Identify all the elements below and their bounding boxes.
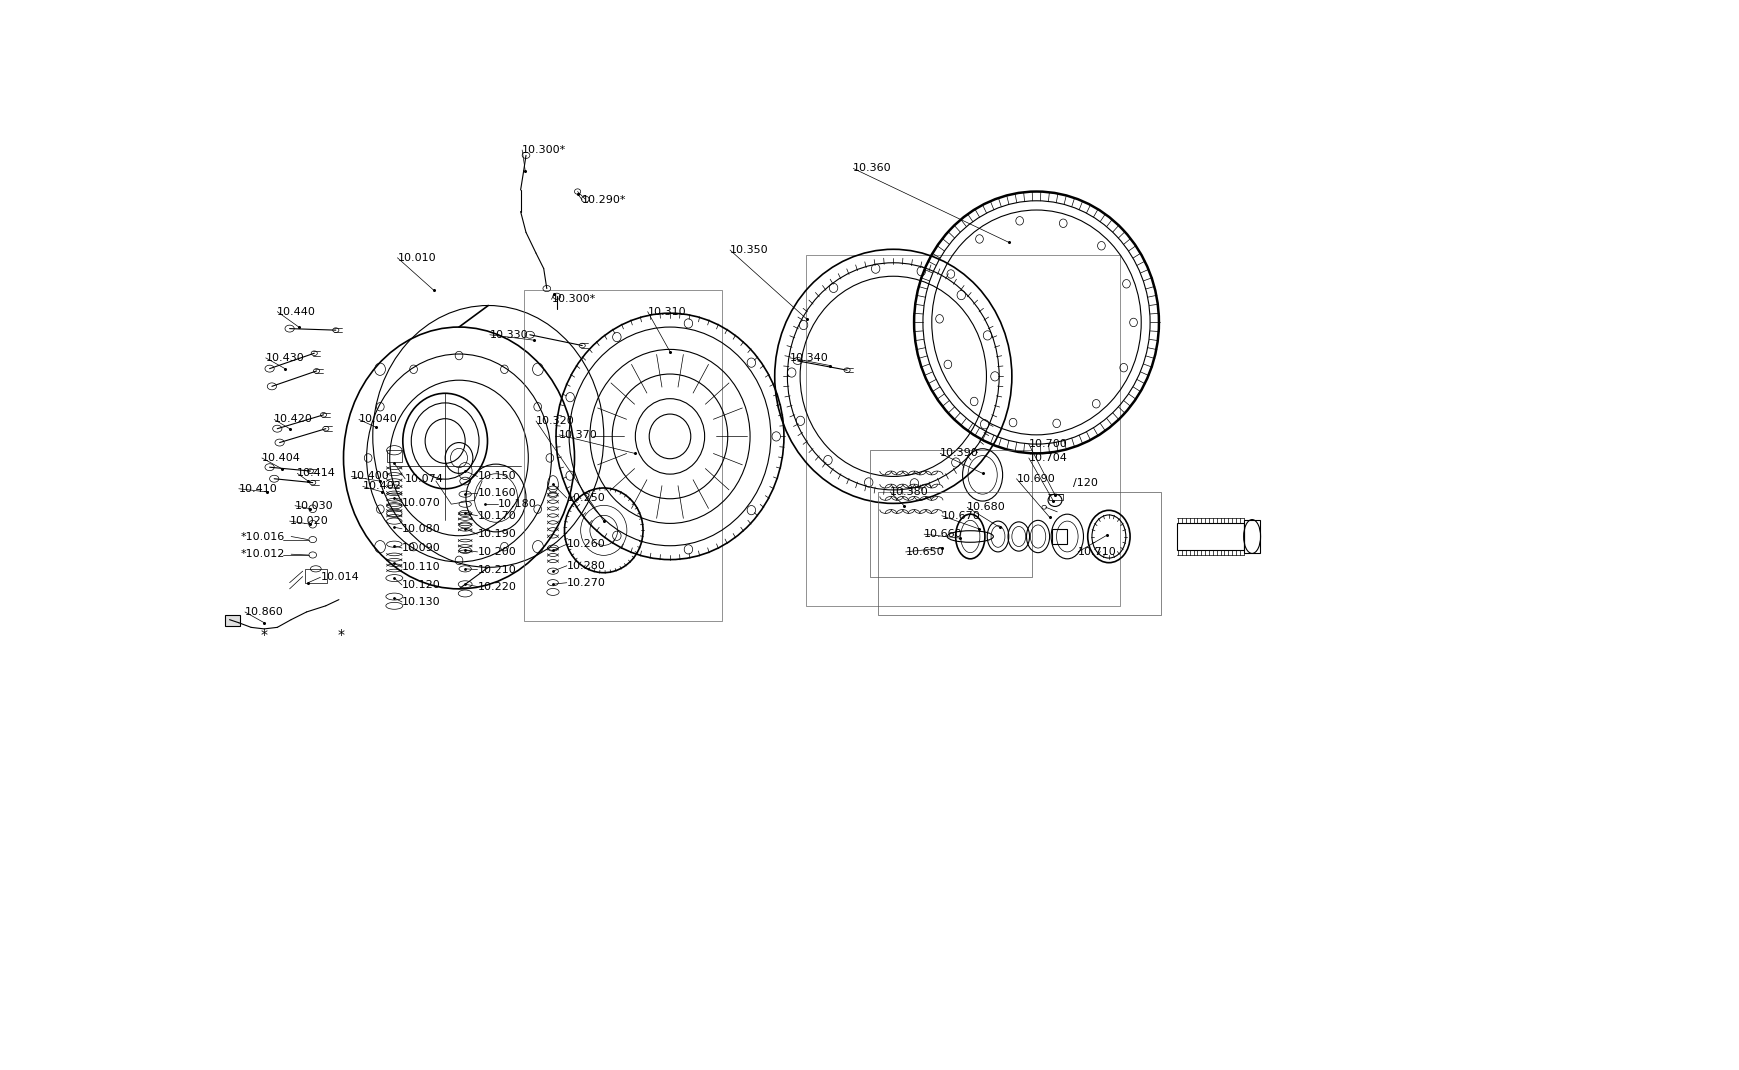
Text: 10.080: 10.080	[402, 524, 440, 534]
Text: 10.210: 10.210	[476, 565, 516, 575]
Text: 10.370: 10.370	[558, 430, 598, 440]
Text: 10.040: 10.040	[358, 414, 398, 425]
Text: /120: /120	[1071, 477, 1097, 488]
Text: 10.860: 10.860	[245, 607, 283, 617]
Text: 10.200: 10.200	[476, 547, 516, 556]
Bar	[1243, 520, 1259, 553]
Text: 10.340: 10.340	[790, 353, 828, 363]
Text: *10.012: *10.012	[242, 549, 285, 560]
Bar	[304, 569, 327, 583]
Text: 10.014: 10.014	[320, 572, 358, 582]
Text: 10.130: 10.130	[402, 597, 440, 607]
Text: 10.090: 10.090	[402, 544, 440, 553]
Text: 10.330: 10.330	[490, 330, 529, 340]
Text: 10.300*: 10.300*	[551, 294, 595, 304]
Text: 10.414: 10.414	[297, 469, 336, 478]
Text: 10.320: 10.320	[536, 416, 574, 426]
Text: *: *	[261, 628, 268, 642]
Text: 10.410: 10.410	[238, 484, 278, 493]
Text: 10.030: 10.030	[296, 501, 334, 510]
Text: 10.190: 10.190	[476, 530, 516, 539]
Bar	[386, 450, 402, 462]
Text: 10.260: 10.260	[567, 539, 605, 549]
Bar	[1049, 494, 1063, 501]
Text: 10.070: 10.070	[402, 498, 440, 507]
Text: 10.150: 10.150	[476, 472, 516, 482]
Text: 10.400: 10.400	[351, 472, 390, 482]
Text: 10.110: 10.110	[402, 563, 440, 572]
Text: 10.280: 10.280	[567, 561, 605, 570]
Text: 10.250: 10.250	[567, 493, 605, 503]
Text: 10.290*: 10.290*	[583, 195, 626, 205]
Text: 10.700: 10.700	[1028, 439, 1068, 449]
Text: 10.180: 10.180	[497, 500, 536, 509]
Text: 10.670: 10.670	[941, 510, 981, 521]
Text: 10.440: 10.440	[277, 307, 316, 317]
Text: 10.300*: 10.300*	[522, 144, 567, 155]
Bar	[870, 450, 1031, 578]
Bar	[1052, 529, 1066, 545]
Text: 10.390: 10.390	[939, 448, 979, 458]
Text: 10.120: 10.120	[402, 580, 440, 590]
Text: 10.270: 10.270	[567, 578, 605, 587]
Text: 10.650: 10.650	[904, 547, 944, 556]
Text: 10.660: 10.660	[923, 530, 962, 539]
Text: 10.420: 10.420	[275, 414, 313, 425]
Text: 10.430: 10.430	[266, 353, 304, 363]
Text: 10.704: 10.704	[1028, 453, 1068, 463]
Text: 10.710: 10.710	[1078, 547, 1116, 556]
Text: 10.074: 10.074	[405, 474, 443, 484]
Text: 10.020: 10.020	[289, 516, 329, 526]
Text: 10.360: 10.360	[852, 164, 892, 173]
Text: 10.220: 10.220	[476, 582, 516, 592]
Text: 10.310: 10.310	[647, 307, 685, 317]
Bar	[878, 492, 1160, 615]
Text: 10.380: 10.380	[890, 487, 929, 496]
Text: 10.350: 10.350	[730, 245, 769, 255]
Text: 10.690: 10.690	[1016, 474, 1054, 484]
Text: 10.160: 10.160	[476, 488, 516, 499]
Text: *10.016: *10.016	[242, 532, 285, 541]
Bar	[805, 256, 1118, 606]
Text: 10.680: 10.680	[967, 502, 1005, 513]
Bar	[1176, 522, 1243, 550]
Text: *: *	[337, 628, 344, 642]
Text: 10.402: 10.402	[362, 482, 402, 491]
Text: 10.010: 10.010	[396, 253, 436, 263]
Text: 10.404: 10.404	[263, 453, 301, 463]
Text: 10.170: 10.170	[476, 510, 516, 521]
Bar	[224, 615, 240, 626]
Bar	[523, 290, 722, 622]
